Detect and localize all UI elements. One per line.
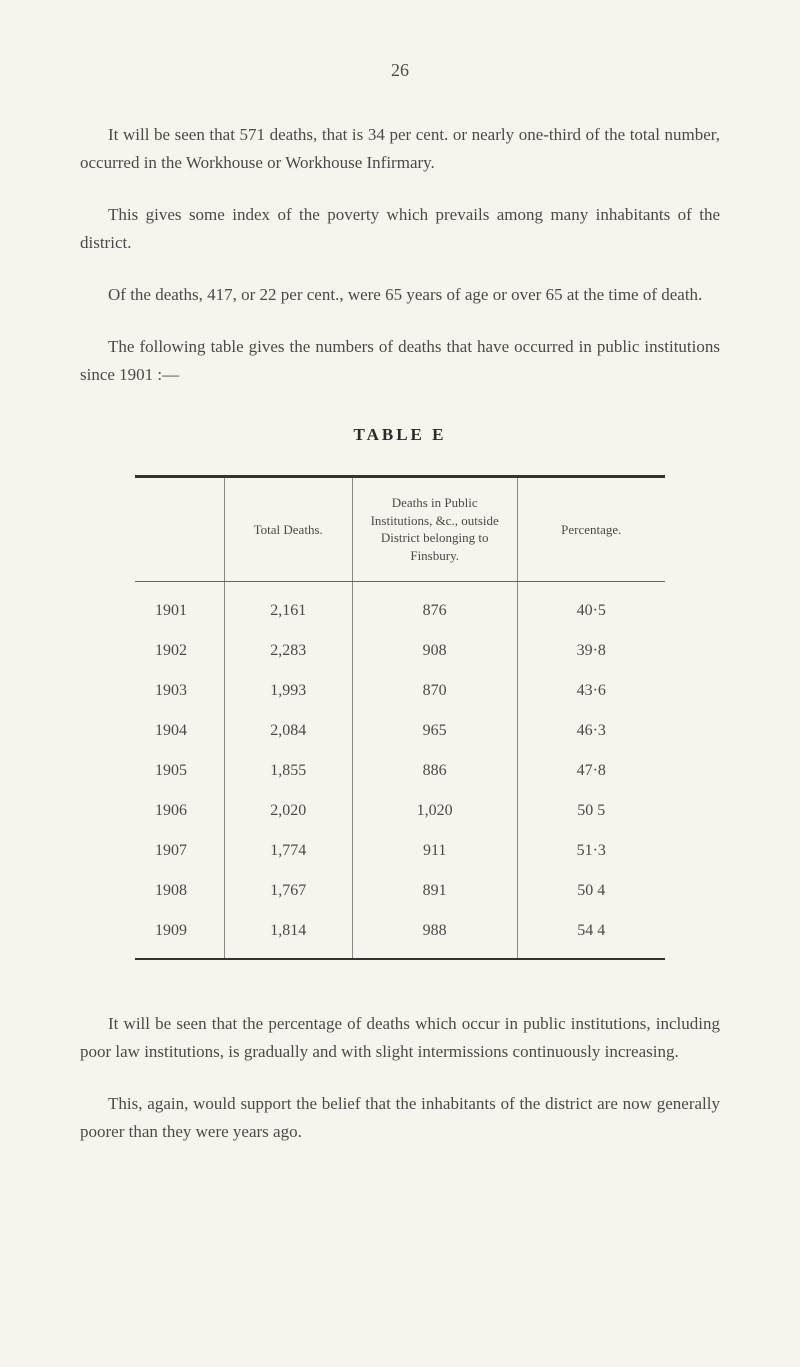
cell-total: 2,283 (224, 631, 352, 671)
deaths-table: Total Deaths. Deaths in Public Instituti… (135, 475, 665, 959)
cell-pct: 46·3 (517, 711, 665, 751)
table-wrapper: Total Deaths. Deaths in Public Instituti… (80, 475, 720, 959)
table-row: 1905 1,855 886 47·8 (135, 751, 665, 791)
cell-public: 886 (352, 751, 517, 791)
cell-year: 1908 (135, 871, 224, 911)
table-row: 1904 2,084 965 46·3 (135, 711, 665, 751)
cell-pct: 47·8 (517, 751, 665, 791)
cell-total: 1,814 (224, 911, 352, 959)
cell-year: 1901 (135, 581, 224, 631)
cell-total: 2,161 (224, 581, 352, 631)
cell-year: 1907 (135, 831, 224, 871)
cell-year: 1902 (135, 631, 224, 671)
table-row: 1909 1,814 988 54 4 (135, 911, 665, 959)
cell-year: 1906 (135, 791, 224, 831)
table-row: 1902 2,283 908 39·8 (135, 631, 665, 671)
table-header-row: Total Deaths. Deaths in Public Instituti… (135, 477, 665, 581)
table-title: TABLE E (80, 425, 720, 445)
cell-total: 1,855 (224, 751, 352, 791)
page-number: 26 (80, 60, 720, 81)
cell-total: 1,774 (224, 831, 352, 871)
cell-year: 1905 (135, 751, 224, 791)
cell-pct: 51·3 (517, 831, 665, 871)
cell-public: 988 (352, 911, 517, 959)
header-public-deaths: Deaths in Public Institutions, &c., outs… (352, 477, 517, 581)
cell-year: 1909 (135, 911, 224, 959)
cell-pct: 40·5 (517, 581, 665, 631)
header-year (135, 477, 224, 581)
table-row: 1907 1,774 911 51·3 (135, 831, 665, 871)
paragraph-4: The following table gives the numbers of… (80, 333, 720, 389)
paragraph-6: This, again, would support the belief th… (80, 1090, 720, 1146)
cell-pct: 50 5 (517, 791, 665, 831)
cell-total: 2,020 (224, 791, 352, 831)
cell-pct: 39·8 (517, 631, 665, 671)
paragraph-1: It will be seen that 571 deaths, that is… (80, 121, 720, 177)
header-total-deaths: Total Deaths. (224, 477, 352, 581)
paragraph-5: It will be seen that the percentage of d… (80, 1010, 720, 1066)
cell-year: 1903 (135, 671, 224, 711)
cell-year: 1904 (135, 711, 224, 751)
header-percentage: Percentage. (517, 477, 665, 581)
cell-public: 965 (352, 711, 517, 751)
cell-total: 1,993 (224, 671, 352, 711)
cell-total: 1,767 (224, 871, 352, 911)
cell-pct: 54 4 (517, 911, 665, 959)
paragraph-2: This gives some index of the poverty whi… (80, 201, 720, 257)
cell-public: 1,020 (352, 791, 517, 831)
table-body: 1901 2,161 876 40·5 1902 2,283 908 39·8 … (135, 581, 665, 959)
cell-public: 891 (352, 871, 517, 911)
document-page: 26 It will be seen that 571 deaths, that… (0, 0, 800, 1220)
paragraph-3: Of the deaths, 417, or 22 per cent., wer… (80, 281, 720, 309)
cell-pct: 50 4 (517, 871, 665, 911)
cell-total: 2,084 (224, 711, 352, 751)
table-row: 1906 2,020 1,020 50 5 (135, 791, 665, 831)
cell-public: 870 (352, 671, 517, 711)
cell-public: 911 (352, 831, 517, 871)
cell-pct: 43·6 (517, 671, 665, 711)
table-row: 1903 1,993 870 43·6 (135, 671, 665, 711)
cell-public: 908 (352, 631, 517, 671)
cell-public: 876 (352, 581, 517, 631)
table-row: 1908 1,767 891 50 4 (135, 871, 665, 911)
table-row: 1901 2,161 876 40·5 (135, 581, 665, 631)
